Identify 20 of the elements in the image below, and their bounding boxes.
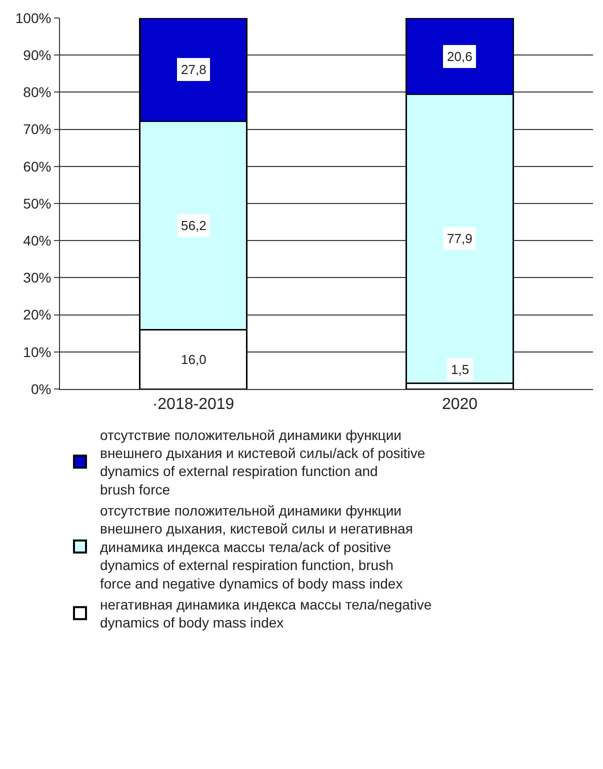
y-tick-label: 20%: [23, 306, 52, 323]
data-label: 20,6: [447, 49, 472, 64]
y-tick-label: 70%: [23, 121, 52, 138]
data-label: 1,5: [451, 362, 470, 377]
data-label: 16,0: [181, 352, 206, 367]
data-label: 77,9: [447, 231, 472, 246]
data-label: 56,2: [181, 218, 206, 233]
y-tick-label: 80%: [23, 84, 52, 100]
y-tick-label: 90%: [23, 47, 52, 63]
y-tick-label: 60%: [23, 158, 52, 174]
data-label: 27,8: [181, 62, 206, 77]
y-tick-label: 10%: [23, 344, 52, 360]
y-tick-label: 30%: [23, 270, 52, 286]
x-tick-label: 2020: [442, 396, 478, 414]
y-tick-label: 50%: [23, 195, 52, 212]
y-tick-label: 0%: [30, 380, 52, 397]
legend-label: негативная динамика индекса массы тела/negative dynamics of body mass index: [100, 596, 432, 631]
y-tick-label: 100%: [15, 10, 52, 26]
y-tick-label: 40%: [23, 232, 52, 248]
x-tick-label: ·2018-2019: [152, 396, 234, 414]
